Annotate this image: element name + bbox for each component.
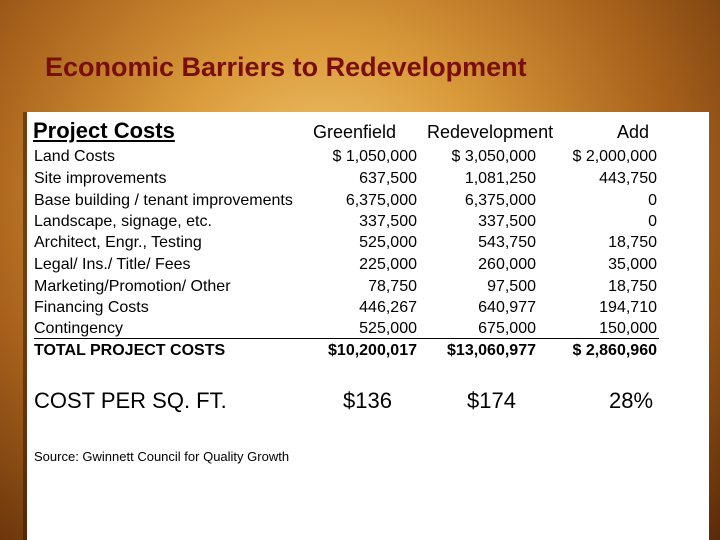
table-row: Landscape, signage, etc. 337,500 337,500… <box>27 213 709 235</box>
redevelopment-value: $ 3,050,000 <box>451 148 536 165</box>
table-row: Marketing/Promotion/ Other 78,750 97,500… <box>27 278 709 300</box>
add-value: 0 <box>648 192 657 209</box>
add-value: 0 <box>648 213 657 230</box>
add-value: 150,000 <box>599 320 657 337</box>
greenfield-value: 337,500 <box>359 213 417 230</box>
row-label: Site improvements <box>34 170 167 187</box>
cost-per-sqft-redevelopment: $174 <box>467 388 516 413</box>
row-label: Base building / tenant improvements <box>34 192 293 209</box>
add-value: $ 2,000,000 <box>572 148 657 165</box>
table-row: Contingency 525,000 675,000 150,000 <box>27 320 709 342</box>
redevelopment-value: 675,000 <box>478 320 536 337</box>
greenfield-value: 525,000 <box>359 320 417 337</box>
table-row: Architect, Engr., Testing 525,000 543,75… <box>27 234 709 256</box>
row-label: Marketing/Promotion/ Other <box>34 278 231 295</box>
slide-title: Economic Barriers to Redevelopment <box>45 52 527 82</box>
greenfield-value: 225,000 <box>359 256 417 273</box>
row-label: Legal/ Ins./ Title/ Fees <box>34 256 191 273</box>
table-row: Site improvements 637,500 1,081,250 443,… <box>27 170 709 192</box>
total-divider <box>34 338 659 339</box>
column-header-add: Add <box>617 122 650 142</box>
add-value: 35,000 <box>608 256 657 273</box>
add-value: 18,750 <box>608 278 657 295</box>
row-label: Landscape, signage, etc. <box>34 213 212 230</box>
cost-per-sqft-label: COST PER SQ. FT. <box>34 388 227 413</box>
redevelopment-value: 337,500 <box>478 213 536 230</box>
greenfield-value: $ 1,050,000 <box>332 148 417 165</box>
row-label: Contingency <box>34 320 123 337</box>
greenfield-value: 446,267 <box>359 299 417 316</box>
greenfield-value: 78,750 <box>368 278 417 295</box>
add-value: $ 2,860,960 <box>572 342 657 359</box>
column-header-redevelopment: Redevelopment <box>427 122 554 142</box>
table-row: Legal/ Ins./ Title/ Fees 225,000 260,000… <box>27 256 709 278</box>
source-note: Source: Gwinnett Council for Quality Gro… <box>34 449 290 464</box>
cost-table-panel: Project Costs Greenfield Redevelopment A… <box>27 112 709 540</box>
greenfield-value: 6,375,000 <box>345 192 417 209</box>
row-label: Financing Costs <box>34 299 149 316</box>
row-label: Land Costs <box>34 148 115 165</box>
table-row: Financing Costs 446,267 640,977 194,710 <box>27 299 709 321</box>
row-label: Architect, Engr., Testing <box>34 234 202 251</box>
redevelopment-value: 260,000 <box>478 256 536 273</box>
table-row: Land Costs $ 1,050,000 $ 3,050,000 $ 2,0… <box>27 148 709 170</box>
add-value: 18,750 <box>608 234 657 251</box>
redevelopment-value: 1,081,250 <box>464 170 536 187</box>
redevelopment-value: 97,500 <box>487 278 536 295</box>
greenfield-value: 637,500 <box>359 170 417 187</box>
redevelopment-value: 640,977 <box>478 299 536 316</box>
total-row: TOTAL PROJECT COSTS $10,200,017 $13,060,… <box>27 342 709 364</box>
redevelopment-value: 6,375,000 <box>464 192 536 209</box>
project-costs-heading: Project Costs <box>33 118 175 143</box>
cost-per-sqft-greenfield: $136 <box>343 388 392 413</box>
column-header-greenfield: Greenfield <box>313 122 397 142</box>
table-row: Base building / tenant improvements 6,37… <box>27 192 709 214</box>
row-label: TOTAL PROJECT COSTS <box>34 342 226 359</box>
cost-per-sqft-add: 28% <box>609 388 654 413</box>
panel-shadow <box>23 112 27 540</box>
greenfield-value: $10,200,017 <box>328 342 417 359</box>
redevelopment-value: $13,060,977 <box>447 342 536 359</box>
greenfield-value: 525,000 <box>359 234 417 251</box>
add-value: 194,710 <box>599 299 657 316</box>
add-value: 443,750 <box>599 170 657 187</box>
redevelopment-value: 543,750 <box>478 234 536 251</box>
